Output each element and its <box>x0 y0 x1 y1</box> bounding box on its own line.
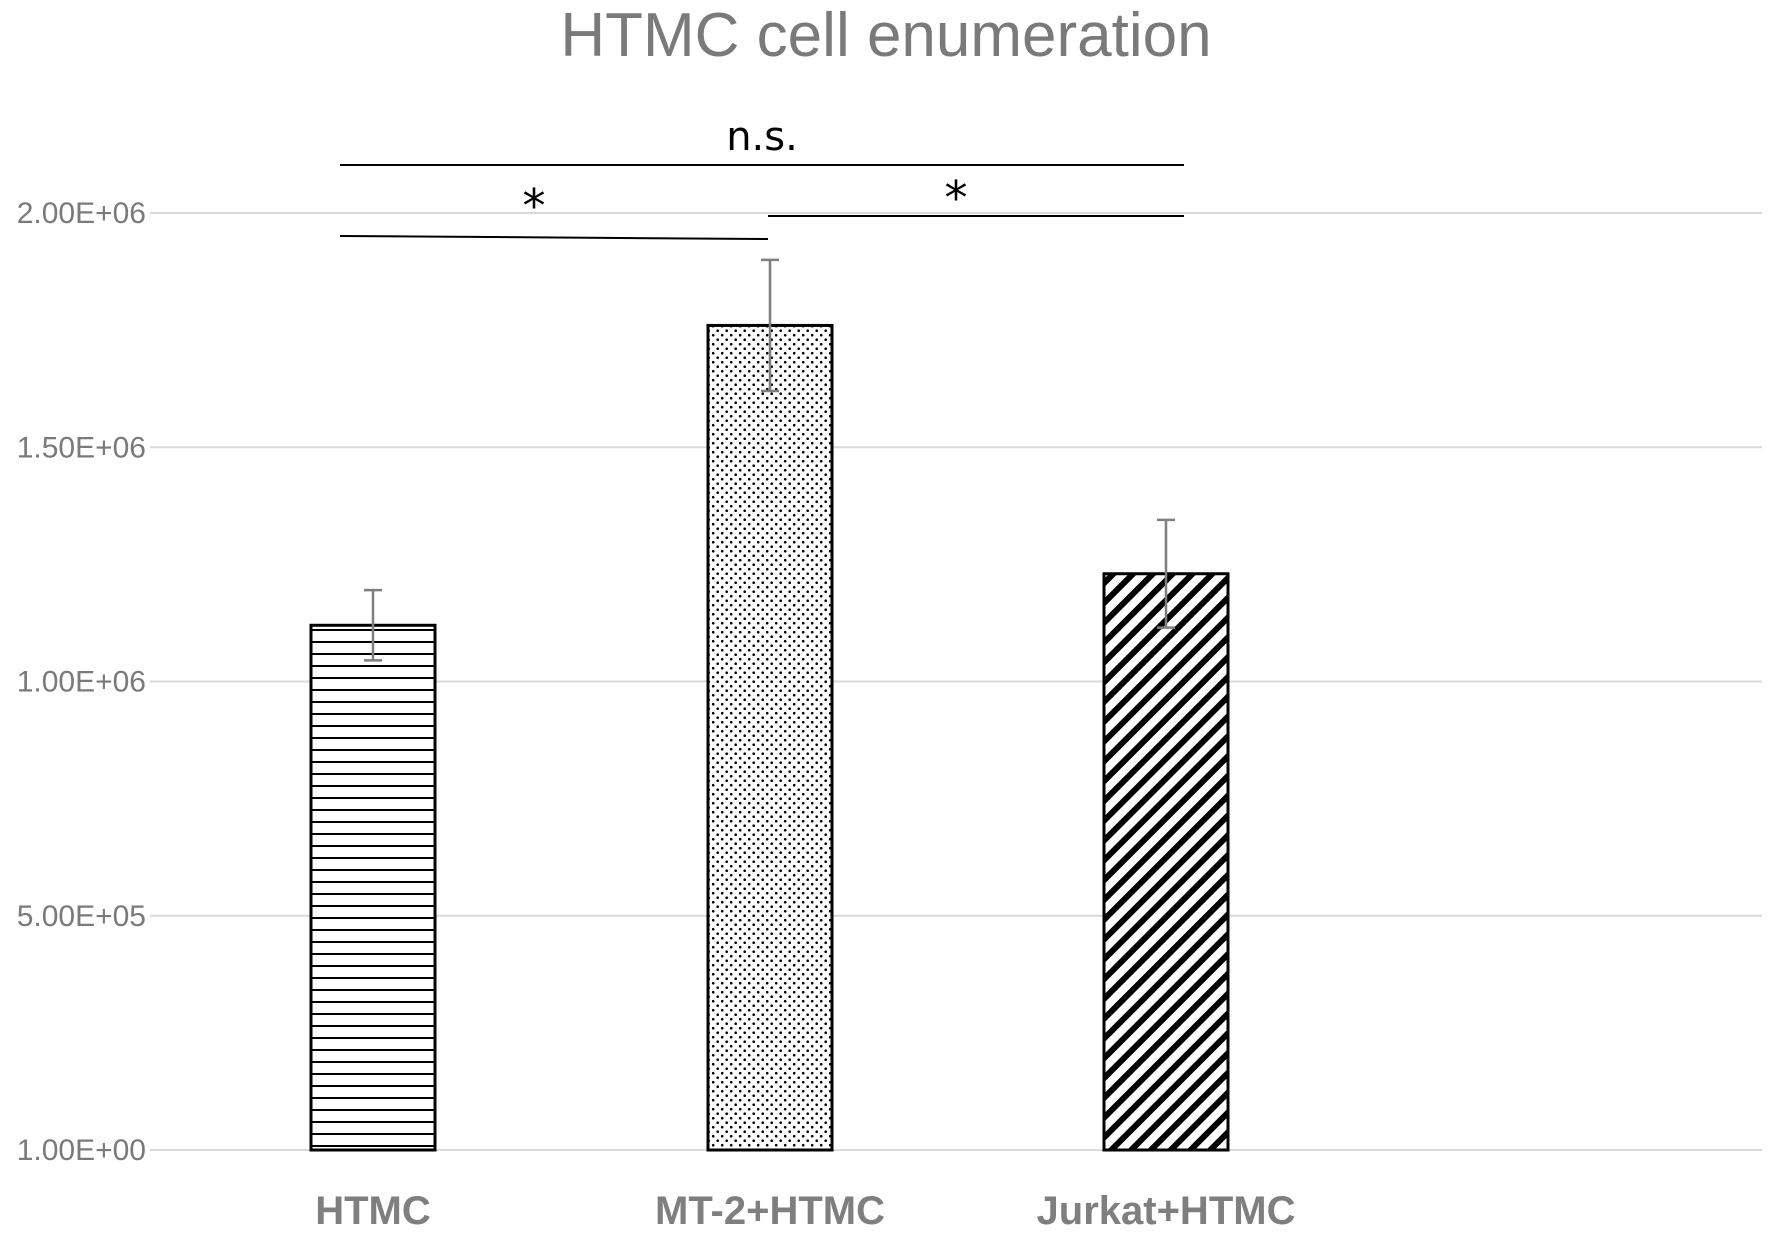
error-bars <box>364 258 1175 662</box>
bar <box>706 323 834 1152</box>
x-tick-label: HTMC <box>315 1189 431 1233</box>
significance-label: n.s. <box>726 114 798 160</box>
y-tick-label: 1.50E+06 <box>17 431 146 464</box>
x-tick-label: Jurkat+HTMC <box>1037 1189 1296 1233</box>
bars <box>309 323 1230 1152</box>
x-axis-ticks: HTMC MT-2+HTMC Jurkat+HTMC <box>315 1189 1295 1233</box>
error-bar <box>1157 518 1175 629</box>
y-tick-label: 1.00E+00 <box>17 1134 146 1167</box>
y-tick-label: 5.00E+05 <box>17 900 146 933</box>
error-bar <box>761 258 779 393</box>
y-tick-label: 2.00E+06 <box>17 197 146 230</box>
x-tick-label: MT-2+HTMC <box>655 1189 885 1233</box>
bar <box>309 623 437 1152</box>
significance-label: * <box>523 179 546 233</box>
y-axis-ticks: 1.00E+00 5.00E+05 1.00E+06 1.50E+06 2.00E+06 <box>17 197 146 1167</box>
y-tick-label: 1.00E+06 <box>17 666 146 699</box>
significance-label: * <box>945 171 968 225</box>
chart-title: HTMC cell enumeration <box>560 1 1211 70</box>
significance-line <box>339 235 769 240</box>
error-bar <box>364 588 382 662</box>
significance-brackets: n.s. * * <box>339 114 1184 240</box>
bar <box>1102 572 1230 1152</box>
